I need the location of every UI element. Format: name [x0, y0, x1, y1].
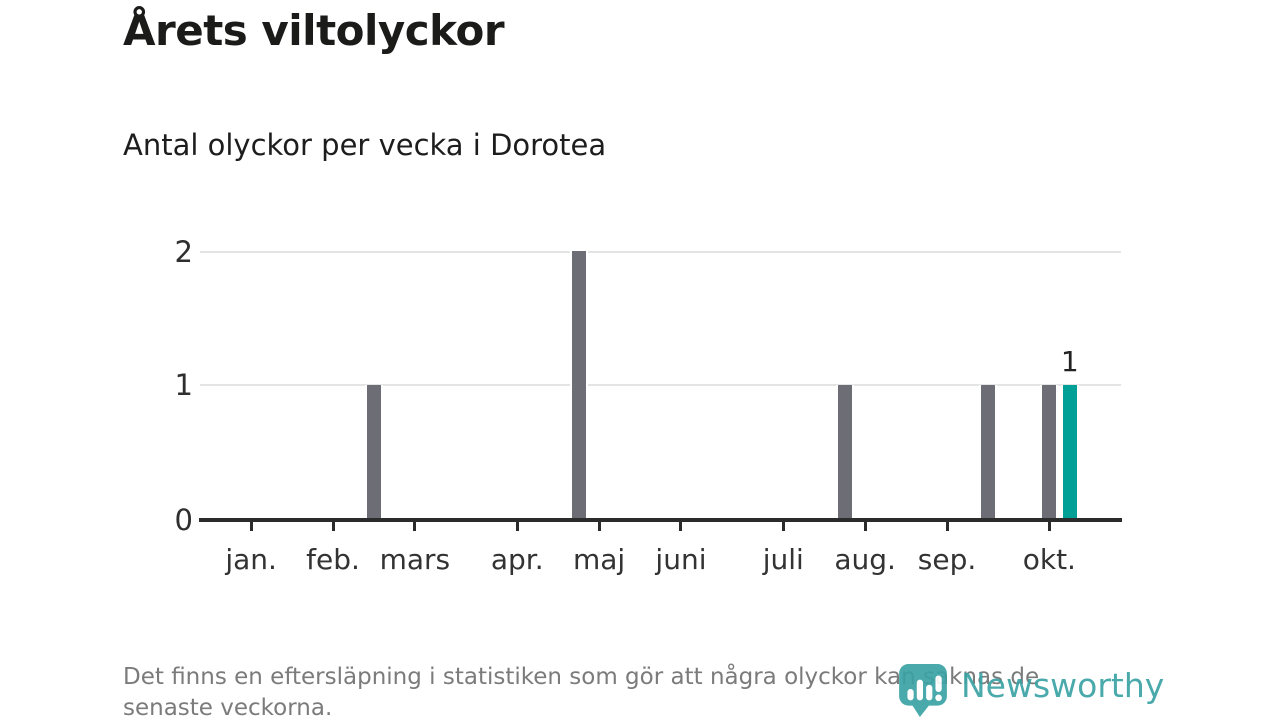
- bar-week-43-highlight: [1062, 384, 1077, 518]
- x-axis-label-okt: okt.: [1022, 543, 1076, 576]
- bar-week-42: [1042, 384, 1057, 518]
- chart-subtitle: Antal olyckor per vecka i Dorotea: [123, 128, 607, 162]
- x-axis-label-juni: juni: [655, 543, 707, 576]
- y-axis-tick-label-2: 2: [174, 235, 193, 269]
- x-axis-tick-juli: [781, 522, 785, 531]
- x-axis-tick-aug: [863, 522, 867, 531]
- x-axis-label-jan: jan.: [225, 543, 277, 576]
- bar-week-19: [571, 251, 586, 518]
- x-axis-tick-apr: [515, 522, 519, 531]
- y-axis-tick-label-0: 0: [174, 503, 193, 537]
- x-axis-line: [199, 518, 1122, 522]
- newsworthy-logo-text: Newsworthy: [961, 666, 1165, 705]
- x-axis-tick-mars: [413, 522, 417, 531]
- x-axis-tick-jan: [249, 522, 253, 531]
- plot-area: 1: [200, 251, 1121, 518]
- x-axis-label-feb: feb.: [306, 543, 360, 576]
- bar-value-label: 1: [1060, 344, 1079, 378]
- x-axis-label-juli: juli: [762, 543, 804, 576]
- newsworthy-logo-icon: [899, 664, 947, 717]
- x-axis-tick-sep: [945, 522, 949, 531]
- footnote-line-1: Det finns en eftersläpning i statistiken…: [123, 664, 1040, 690]
- gridline-value-1: [200, 384, 1121, 386]
- gridline-value-2: [200, 251, 1121, 253]
- bar-week-39: [980, 384, 995, 518]
- x-axis-tick-maj: [597, 522, 601, 531]
- chart-title: Årets viltolyckor: [123, 6, 505, 55]
- bar-week-9: [366, 384, 381, 518]
- x-axis-label-maj: maj: [572, 543, 626, 576]
- footnote: Det finns en eftersläpning i statistiken…: [123, 662, 1183, 720]
- footnote-line-2: senaste veckorna.: [123, 695, 333, 720]
- x-axis-label-mars: mars: [379, 543, 451, 576]
- x-axis-label-apr: apr.: [490, 543, 544, 576]
- y-axis-tick-label-1: 1: [174, 368, 193, 402]
- bar-week-32: [837, 384, 852, 518]
- x-axis-tick-okt: [1047, 522, 1051, 531]
- x-axis-tick-juni: [679, 522, 683, 531]
- x-axis-label-aug: aug.: [834, 543, 896, 576]
- x-axis-tick-feb: [331, 522, 335, 531]
- x-axis-label-sep: sep.: [917, 543, 977, 576]
- newsworthy-logo: Newsworthy: [898, 663, 1164, 717]
